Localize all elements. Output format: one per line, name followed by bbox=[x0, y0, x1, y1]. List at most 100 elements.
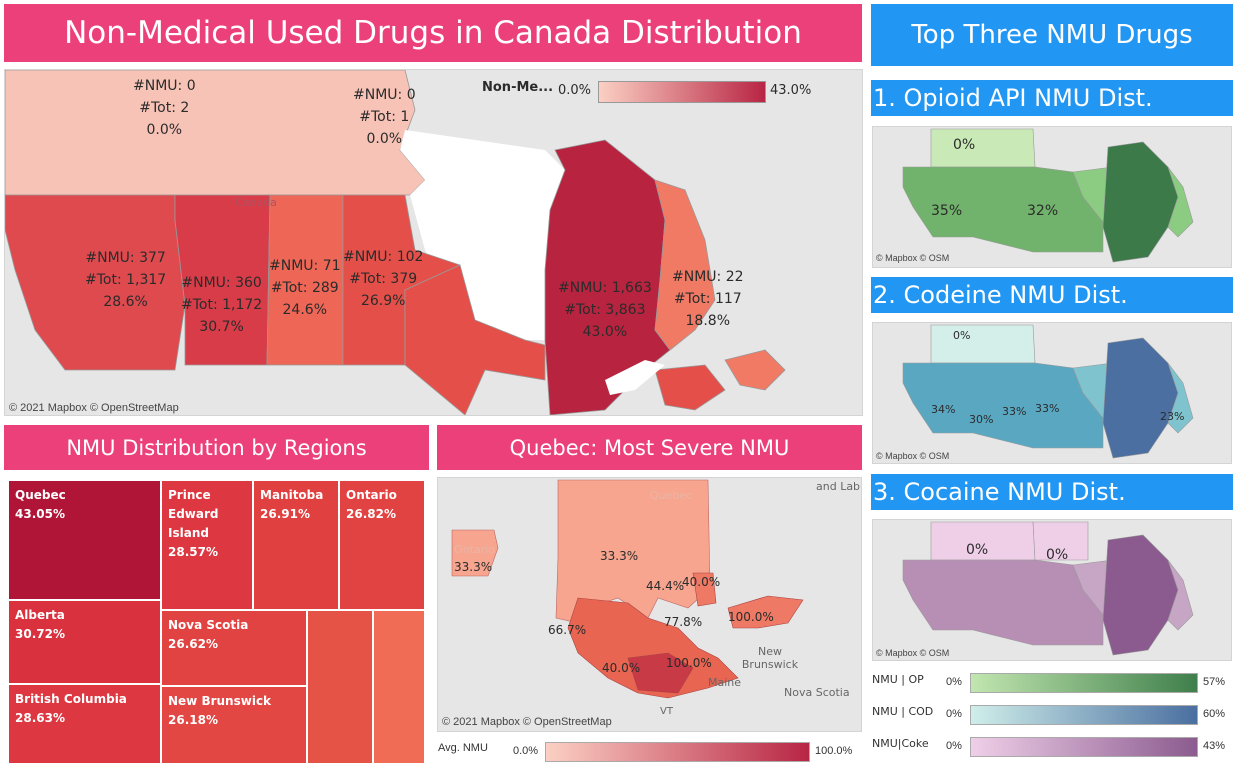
drug-legend-gradient bbox=[970, 705, 1198, 725]
map-legend-gradient bbox=[598, 81, 766, 103]
tile-name: Quebec bbox=[15, 488, 66, 502]
codeine-value: 33% bbox=[1002, 405, 1027, 418]
region-pct: 26.9% bbox=[360, 293, 406, 309]
region-tot: #Tot: 1,172 bbox=[181, 297, 263, 313]
opioid-title: 1. Opioid API NMU Dist. bbox=[871, 80, 1233, 116]
canada-map[interactable]: Non-Me... 0.0% 43.0% Canada #NMU: 0 #Tot… bbox=[4, 69, 863, 416]
region-label-quebec[interactable]: #NMU: 1,663 #Tot: 3,863 43.0% bbox=[558, 277, 652, 343]
quebec-value: 40.0% bbox=[602, 661, 641, 675]
place-label: VT bbox=[660, 706, 673, 717]
region-label-yukon[interactable]: #NMU: 0 #Tot: 2 0.0% bbox=[133, 75, 196, 141]
tile-manitoba[interactable]: Manitoba 26.91% bbox=[253, 480, 339, 610]
region-tot: #Tot: 379 bbox=[349, 271, 418, 287]
codeine-value: 0% bbox=[953, 329, 971, 342]
tile-value: 43.05% bbox=[15, 507, 65, 521]
tile-quebec[interactable]: Quebec 43.05% bbox=[8, 480, 161, 600]
region-label-nwt[interactable]: #NMU: 0 #Tot: 1 0.0% bbox=[353, 84, 416, 150]
tile-name: Ontario bbox=[346, 488, 397, 502]
region-pct: 0.0% bbox=[146, 122, 183, 138]
region-nmu: #NMU: 377 bbox=[85, 250, 166, 266]
tile-ontario[interactable]: Ontario 26.82% bbox=[339, 480, 425, 610]
cocaine-map-credit[interactable]: © Mapbox © OSM bbox=[876, 648, 950, 658]
codeine-map-credit[interactable]: © Mapbox © OSM bbox=[876, 451, 950, 461]
region-label-alberta[interactable]: #NMU: 360 #Tot: 1,172 30.7% bbox=[181, 272, 262, 338]
top-three-title: Top Three NMU Drugs bbox=[871, 4, 1233, 66]
tile-value: 26.62% bbox=[168, 637, 218, 651]
drug-legend-min: 0% bbox=[946, 740, 962, 752]
tile-value: 26.18% bbox=[168, 713, 218, 727]
opioid-map[interactable]: 0% 35% 32% © Mapbox © OSM bbox=[872, 126, 1232, 268]
quebec-legend-max: 100.0% bbox=[815, 745, 853, 757]
tile-value: 26.82% bbox=[346, 507, 396, 521]
region-pct: 18.8% bbox=[685, 313, 730, 329]
tile-value: 28.57% bbox=[168, 545, 218, 559]
opioid-map-credit[interactable]: © Mapbox © OSM bbox=[876, 253, 950, 263]
tile-name: Nova Scotia bbox=[168, 618, 249, 632]
quebec-value: 77.8% bbox=[664, 615, 703, 629]
tile-name: Prince Edward Island bbox=[168, 488, 219, 540]
region-tot: #Tot: 2 bbox=[139, 100, 190, 116]
tile-nova-scotia[interactable]: Nova Scotia 26.62% bbox=[161, 610, 307, 686]
drug-legend-label: NMU|Coke bbox=[872, 737, 929, 750]
quebec-legend-min: 0.0% bbox=[513, 745, 539, 757]
canada-map-shapes bbox=[5, 70, 862, 415]
quebec-title: Quebec: Most Severe NMU bbox=[437, 425, 862, 470]
region-nmu: #NMU: 0 bbox=[353, 87, 416, 103]
region-label-manitoba[interactable]: #NMU: 102 #Tot: 379 26.9% bbox=[343, 246, 423, 312]
map-legend-label: Non-Me... bbox=[482, 80, 554, 95]
tile-value: 30.72% bbox=[15, 627, 65, 641]
regions-title: NMU Distribution by Regions bbox=[4, 425, 429, 470]
drug-legend-max: 43% bbox=[1203, 740, 1226, 752]
tile-name: Alberta bbox=[15, 608, 65, 622]
tile-value: 26.91% bbox=[260, 507, 310, 521]
quebec-value: 100.0% bbox=[666, 656, 712, 670]
drug-legend-min: 0% bbox=[946, 708, 962, 720]
region-tot: #Tot: 3,863 bbox=[564, 302, 646, 318]
tile-unlabeled-b[interactable] bbox=[373, 610, 425, 764]
opioid-value: 32% bbox=[1027, 203, 1059, 219]
quebec-value: 33.3% bbox=[600, 549, 639, 563]
region-nmu: #NMU: 360 bbox=[181, 275, 262, 291]
quebec-value: 66.7% bbox=[548, 623, 587, 637]
drug-legend-max: 60% bbox=[1203, 708, 1226, 720]
regions-treemap[interactable]: Quebec 43.05% Alberta 30.72% British Col… bbox=[8, 480, 425, 764]
map-credit[interactable]: © 2021 Mapbox © OpenStreetMap bbox=[9, 402, 179, 414]
place-label: New Brunswick bbox=[741, 645, 799, 671]
region-label-newfoundland[interactable]: #NMU: 22 #Tot: 117 18.8% bbox=[672, 266, 744, 332]
tile-alberta[interactable]: Alberta 30.72% bbox=[8, 600, 161, 684]
place-label: Maine bbox=[708, 676, 742, 689]
region-label-bc[interactable]: #NMU: 377 #Tot: 1,317 28.6% bbox=[85, 247, 166, 313]
codeine-value: 23% bbox=[1160, 410, 1185, 423]
tile-prince-edward-island[interactable]: Prince Edward Island 28.57% bbox=[161, 480, 253, 610]
tile-new-brunswick[interactable]: New Brunswick 26.18% bbox=[161, 686, 307, 764]
drug-legend-gradient bbox=[970, 673, 1198, 693]
tile-name: Manitoba bbox=[260, 488, 324, 502]
opioid-value: 35% bbox=[931, 203, 963, 219]
country-label: Canada bbox=[235, 196, 277, 209]
region-pct: 30.7% bbox=[199, 319, 244, 335]
drug-legend-min: 0% bbox=[946, 676, 962, 688]
place-label: Ontario bbox=[454, 543, 495, 556]
quebec-value: 44.4% bbox=[646, 579, 685, 593]
tile-unlabeled-a[interactable] bbox=[307, 610, 373, 764]
place-label: Quebec bbox=[650, 489, 693, 502]
tile-name: British Columbia bbox=[15, 692, 127, 706]
opioid-value: 0% bbox=[953, 137, 976, 153]
cocaine-map[interactable]: 0% 0% © Mapbox © OSM bbox=[872, 519, 1232, 661]
quebec-value: 100.0% bbox=[728, 610, 774, 624]
region-label-saskatchewan[interactable]: #NMU: 71 #Tot: 289 24.6% bbox=[269, 255, 341, 321]
quebec-map-credit[interactable]: © 2021 Mapbox © OpenStreetMap bbox=[442, 716, 612, 728]
region-nmu: #NMU: 71 bbox=[269, 258, 341, 274]
tile-british-columbia[interactable]: British Columbia 28.63% bbox=[8, 684, 161, 764]
region-nmu: #NMU: 1,663 bbox=[558, 280, 652, 296]
tile-value: 28.63% bbox=[15, 711, 65, 725]
codeine-title: 2. Codeine NMU Dist. bbox=[871, 277, 1233, 313]
quebec-legend-gradient bbox=[545, 742, 810, 762]
quebec-map[interactable]: and Labra Quebec Ontario New Brunswick M… bbox=[437, 477, 862, 732]
codeine-value: 34% bbox=[931, 403, 956, 416]
region-nmu: #NMU: 22 bbox=[672, 269, 744, 285]
drug-legend-gradient bbox=[970, 737, 1198, 757]
cocaine-value: 0% bbox=[1046, 547, 1069, 563]
quebec-value: 40.0% bbox=[682, 575, 721, 589]
codeine-map[interactable]: 0% 34% 30% 33% 33% 23% © Mapbox © OSM bbox=[872, 322, 1232, 464]
